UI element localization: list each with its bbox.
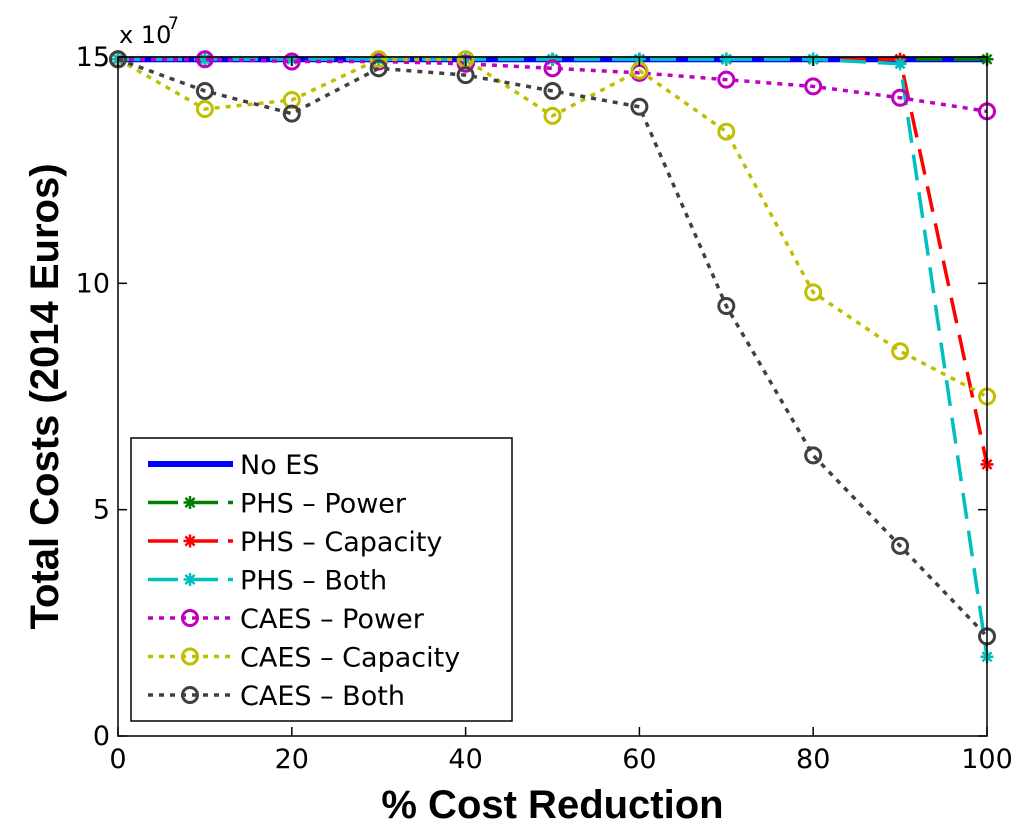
data-point: [891, 536, 910, 555]
data-point: [282, 52, 301, 71]
x-tick-label: 60: [622, 744, 656, 775]
data-point: [195, 50, 214, 69]
axis-ticks: [117, 56, 988, 737]
data-point: [543, 81, 562, 100]
asterisk-stroke: [894, 58, 906, 70]
legend-marker: [181, 686, 199, 704]
legend-item-phs-power: PHS – Power: [148, 489, 407, 520]
data-point: [282, 104, 301, 123]
legend: No ES PHS – Power PHS – Capacity PHS – Both…: [130, 437, 513, 722]
legend-marker: [183, 573, 197, 586]
legend-label: PHS – Both: [240, 566, 387, 597]
series-line: [118, 57, 989, 465]
data-point: [719, 52, 733, 66]
x-tick-label: 20: [275, 744, 309, 775]
series-line: [117, 57, 988, 399]
asterisk-stroke: [184, 574, 196, 585]
legend-item-phs-both: PHS – Both: [148, 566, 387, 597]
y-axis-title: Total Costs (2014 Euros): [23, 163, 67, 629]
legend-items: No ES PHS – Power PHS – Capacity PHS – Both…: [148, 450, 460, 712]
y-tick-label: 10: [76, 268, 110, 299]
legend-marker: [181, 647, 199, 666]
data-point: [717, 70, 736, 89]
data-point: [717, 122, 736, 141]
asterisk-stroke: [184, 497, 196, 508]
asterisk-stroke: [720, 53, 732, 65]
plot-frame: [117, 56, 988, 737]
y-multiplier-label: x 10: [119, 21, 171, 49]
x-tick-label: 80: [796, 744, 830, 775]
series-caes-both: [109, 50, 996, 646]
legend-label: CAES – Power: [240, 604, 425, 635]
series-caes-capacity: [109, 50, 996, 406]
legend-item-no-es: No ES: [148, 450, 320, 481]
series-line: [117, 57, 989, 638]
data-point: [369, 59, 388, 78]
legend-label: PHS – Power: [240, 489, 407, 520]
legend-marker: [183, 496, 197, 509]
legend-item-caes-capacity: CAES – Capacity: [148, 643, 460, 674]
y-tick-label: 5: [93, 495, 110, 526]
legend-marker: [183, 534, 197, 548]
data-point: [804, 446, 823, 465]
data-point: [195, 81, 214, 100]
asterisk-stroke: [199, 53, 211, 65]
asterisk-stroke: [184, 535, 196, 547]
plot-area: [109, 50, 996, 664]
x-tick-label: 40: [448, 744, 482, 775]
legend-label: No ES: [240, 450, 320, 481]
legend-marker: [181, 609, 199, 627]
legend-label: CAES – Both: [240, 681, 405, 712]
legend-item-caes-power: CAES – Power: [148, 604, 425, 635]
data-point: [630, 97, 649, 116]
legend-label: PHS – Capacity: [240, 527, 442, 558]
data-point: [804, 283, 823, 302]
y-tick-label: 15: [76, 42, 110, 73]
data-point: [891, 342, 910, 361]
data-point: [369, 50, 388, 69]
y-tick-label: 0: [93, 721, 110, 752]
legend-item-phs-capacity: PHS – Capacity: [148, 527, 442, 558]
x-tick-label: 100: [961, 744, 1013, 775]
y-multiplier-exponent: 7: [168, 14, 179, 34]
data-point: [543, 106, 562, 125]
data-point: [893, 57, 907, 71]
legend-item-caes-both: CAES – Both: [148, 681, 405, 712]
data-point: [195, 100, 214, 119]
data-point: [804, 77, 823, 96]
x-axis-title: % Cost Reduction: [381, 783, 723, 826]
x-tick-label: 0: [109, 744, 126, 775]
data-point: [456, 66, 475, 85]
axis-tick-labels: 0 20 40 60 80 100 0 5 10 15: [76, 42, 1013, 775]
data-point: [543, 59, 562, 78]
series-line: [118, 57, 988, 114]
data-point: [717, 296, 736, 315]
legend-label: CAES – Capacity: [240, 643, 460, 674]
data-point: [891, 88, 910, 107]
